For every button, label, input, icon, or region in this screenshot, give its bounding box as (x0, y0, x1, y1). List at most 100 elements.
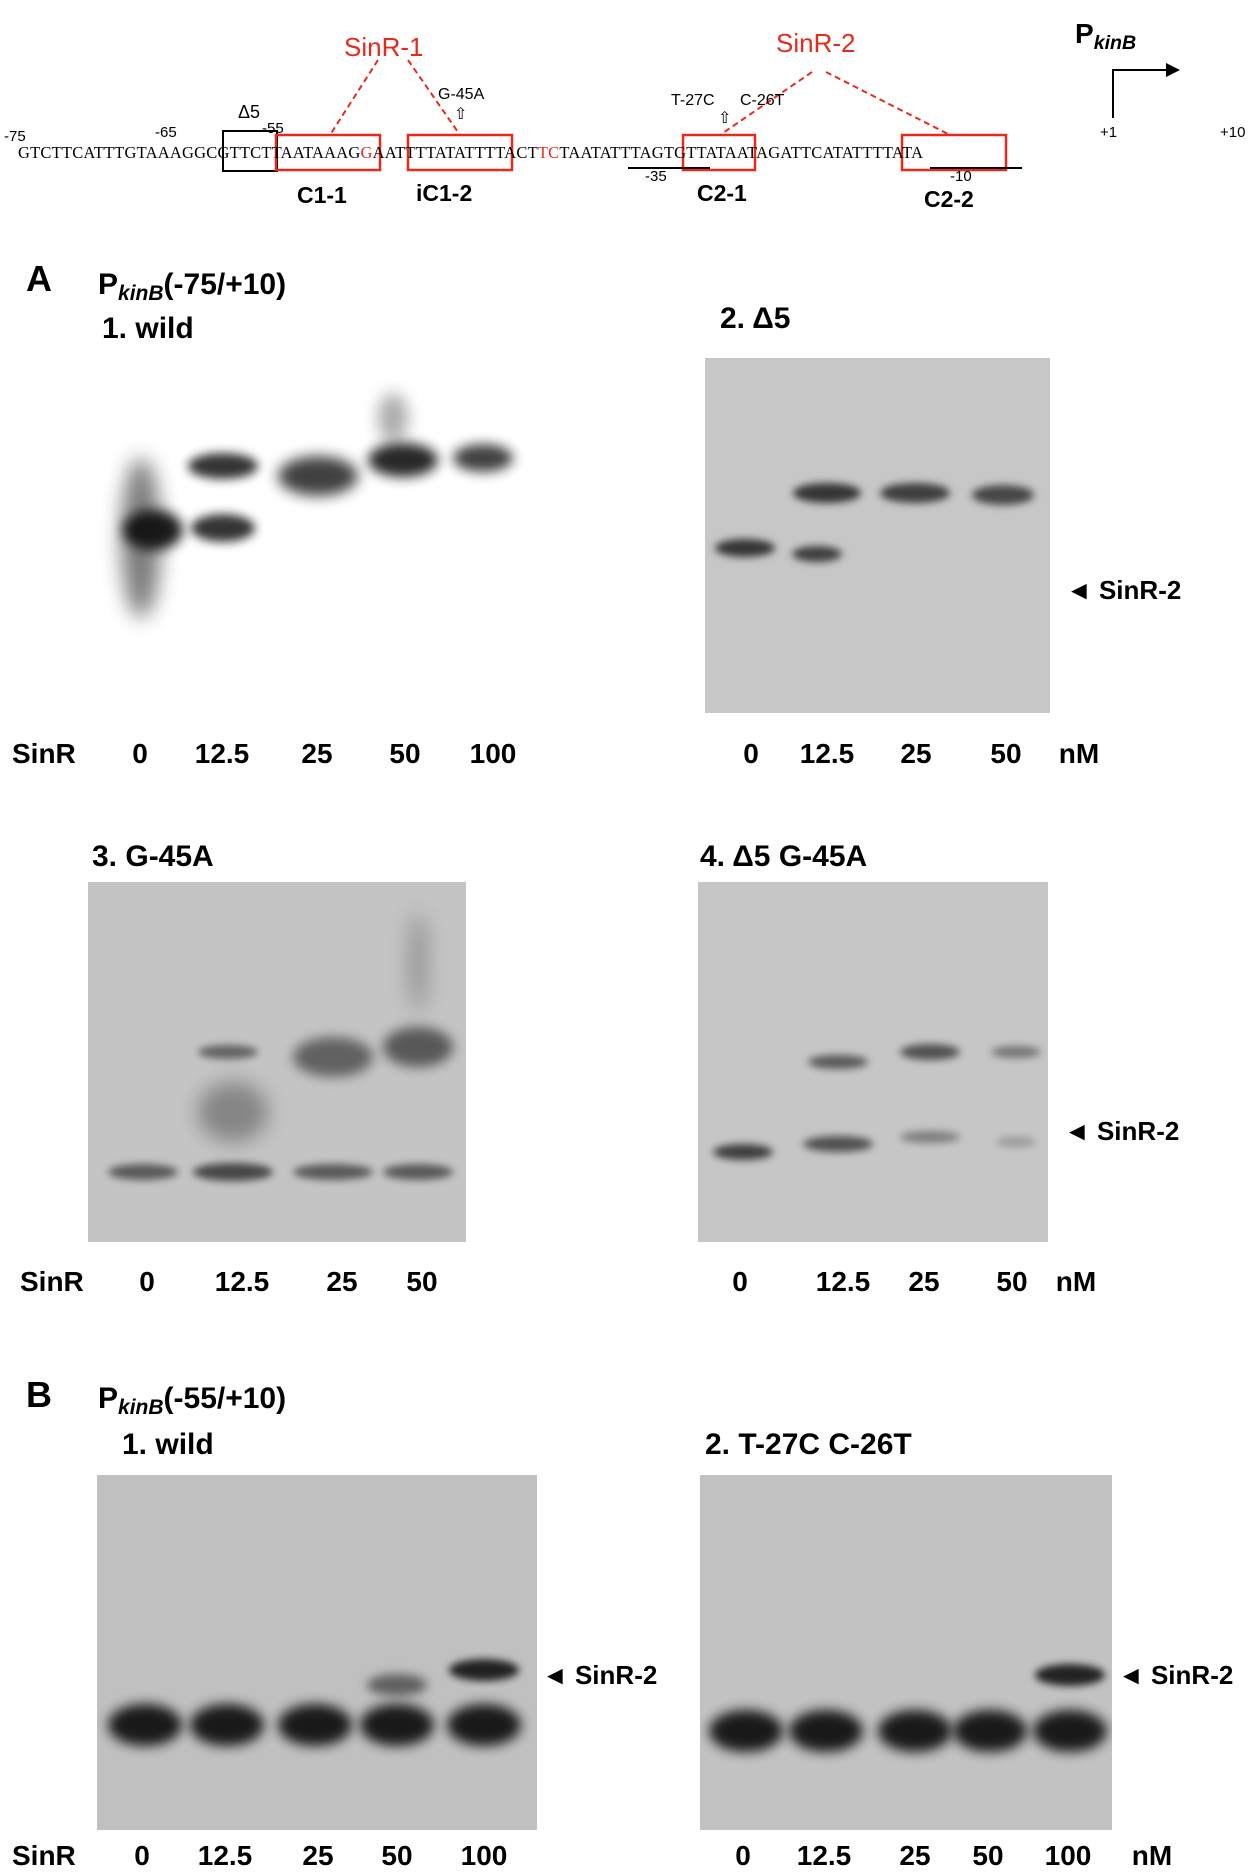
gel-band (188, 453, 258, 479)
lane-label: 0 (743, 738, 759, 769)
lane-label: 0 (735, 1840, 751, 1871)
lane-label: 100 (460, 1840, 508, 1871)
gel-band (108, 1164, 178, 1180)
gel-a3 (88, 882, 466, 1242)
gel-band (123, 510, 183, 550)
lane-label: 100 (469, 738, 517, 769)
sinr1-site-label: SinR-1 (344, 32, 424, 62)
gel-band (900, 1044, 960, 1060)
panel-b-construct: PkinB(-55/+10) (98, 1382, 287, 1419)
position-label: -35 (645, 168, 667, 185)
position-label: -10 (950, 168, 972, 185)
gel-band (453, 444, 513, 472)
gel-b2-title: 2. T-27C C-26T (705, 1428, 912, 1461)
panel-b-letter: B (26, 1374, 52, 1415)
gel-band (198, 1082, 268, 1142)
lane-label: 25 (302, 1840, 334, 1871)
gel-a1-title: 1. wild (102, 312, 194, 345)
gel-a3-title: 3. G-45A (92, 840, 214, 873)
gel-band (193, 1163, 273, 1181)
promoter-diagram-lines (222, 59, 1180, 172)
gel-band (198, 1045, 258, 1059)
delta5-label: Δ5 (238, 102, 261, 122)
row-label-sinr: SinR (20, 1266, 84, 1297)
lane-label: 50 (996, 1266, 1028, 1297)
sinr2-band-arrow: ◄ SinR-2 (1066, 575, 1182, 605)
gel-a2 (705, 358, 1050, 713)
gel-band (278, 456, 358, 496)
mutation-arrow-icon: ⇧ (454, 106, 468, 123)
lane-label: 12.5 (815, 1266, 871, 1297)
sinr2-site-label: SinR-2 (776, 28, 856, 58)
gel-band (368, 443, 438, 477)
sinr2-band-arrow: ◄ SinR-2 (1064, 1116, 1180, 1146)
gel-band (378, 393, 408, 443)
gel-band (991, 1046, 1041, 1058)
gel-band (713, 1144, 773, 1160)
mutation-arrow-icon: ⇧ (718, 110, 732, 127)
gel-band (972, 485, 1034, 505)
gel-band (709, 1710, 783, 1752)
gel-band (447, 1704, 521, 1746)
panel-a-construct: PkinB(-75/+10) (98, 268, 287, 305)
gel-band (360, 1704, 434, 1746)
mutation-label: G-45A (438, 86, 485, 103)
gel-band (408, 912, 428, 1012)
gel-b1-title: 1. wild (122, 1428, 214, 1461)
mutation-label: T-27C (671, 92, 715, 109)
lane-label: 12.5 (796, 1840, 852, 1871)
lane-label: 12.5 (214, 1266, 270, 1297)
gel-a4 (698, 882, 1048, 1242)
gel-band (190, 1704, 264, 1746)
gel-band (383, 1027, 453, 1067)
gel-band (367, 1674, 427, 1696)
lane-label: 25 (908, 1266, 940, 1297)
gel-a2-title: 2. Δ5 (720, 302, 791, 335)
gel-band (996, 1137, 1036, 1147)
gel-a4-title: 4. Δ5 G-45A (700, 840, 868, 873)
lane-label: 25 (301, 738, 333, 769)
gel-band (715, 539, 775, 557)
c1-1-label: C1-1 (297, 182, 347, 208)
lane-label: 12.5 (194, 738, 250, 769)
gel-band (108, 1704, 182, 1746)
gel-band (1035, 1664, 1105, 1686)
c1-1-box (274, 133, 382, 172)
c2-2-label: C2-2 (924, 186, 974, 212)
lane-label: 25 (899, 1840, 931, 1871)
position-label: +1 (1100, 124, 1118, 141)
sinr2-band-arrow: ◄ SinR-2 (542, 1660, 658, 1690)
gel-band (1033, 1710, 1107, 1752)
lane-label: 25 (326, 1266, 358, 1297)
row-label-sinr: SinR (12, 738, 76, 769)
gel-b1 (97, 1475, 537, 1830)
mutation-label: C-26T (740, 92, 785, 109)
gel-band (900, 1131, 960, 1143)
lane-label: 50 (389, 738, 421, 769)
gel-band (792, 546, 842, 562)
gel-b2 (700, 1475, 1112, 1830)
gel-band (789, 1710, 863, 1752)
gel-band (878, 1710, 952, 1752)
lane-label: 12.5 (197, 1840, 253, 1871)
row-label-sinr: SinR (12, 1840, 76, 1871)
lane-label: 12.5 (799, 738, 855, 769)
gel-a1 (93, 358, 543, 713)
position-label: -75 (4, 128, 26, 145)
panel-a-letter: A (26, 258, 52, 299)
lane-label: 0 (134, 1840, 150, 1871)
position-label: -55 (262, 120, 284, 137)
gel-band (880, 483, 950, 503)
gel-band (293, 1164, 373, 1180)
lane-label: 50 (406, 1266, 438, 1297)
position-label: +10 (1220, 124, 1246, 141)
promoter-title: PkinB (1075, 18, 1137, 54)
gel-band (293, 1037, 373, 1077)
unit-label: nM (1055, 1266, 1097, 1297)
gel-band (449, 1659, 519, 1681)
lane-label: 50 (972, 1840, 1004, 1871)
gel-band (808, 1055, 868, 1069)
tss-arrow-icon (1112, 69, 1166, 118)
dna-sequence: GTCTTCATTTGTAAAGGCGTTCTTAATAAAGGAATTTTAT… (18, 143, 924, 162)
sinr2-band-arrow: ◄ SinR-2 (1118, 1660, 1234, 1690)
